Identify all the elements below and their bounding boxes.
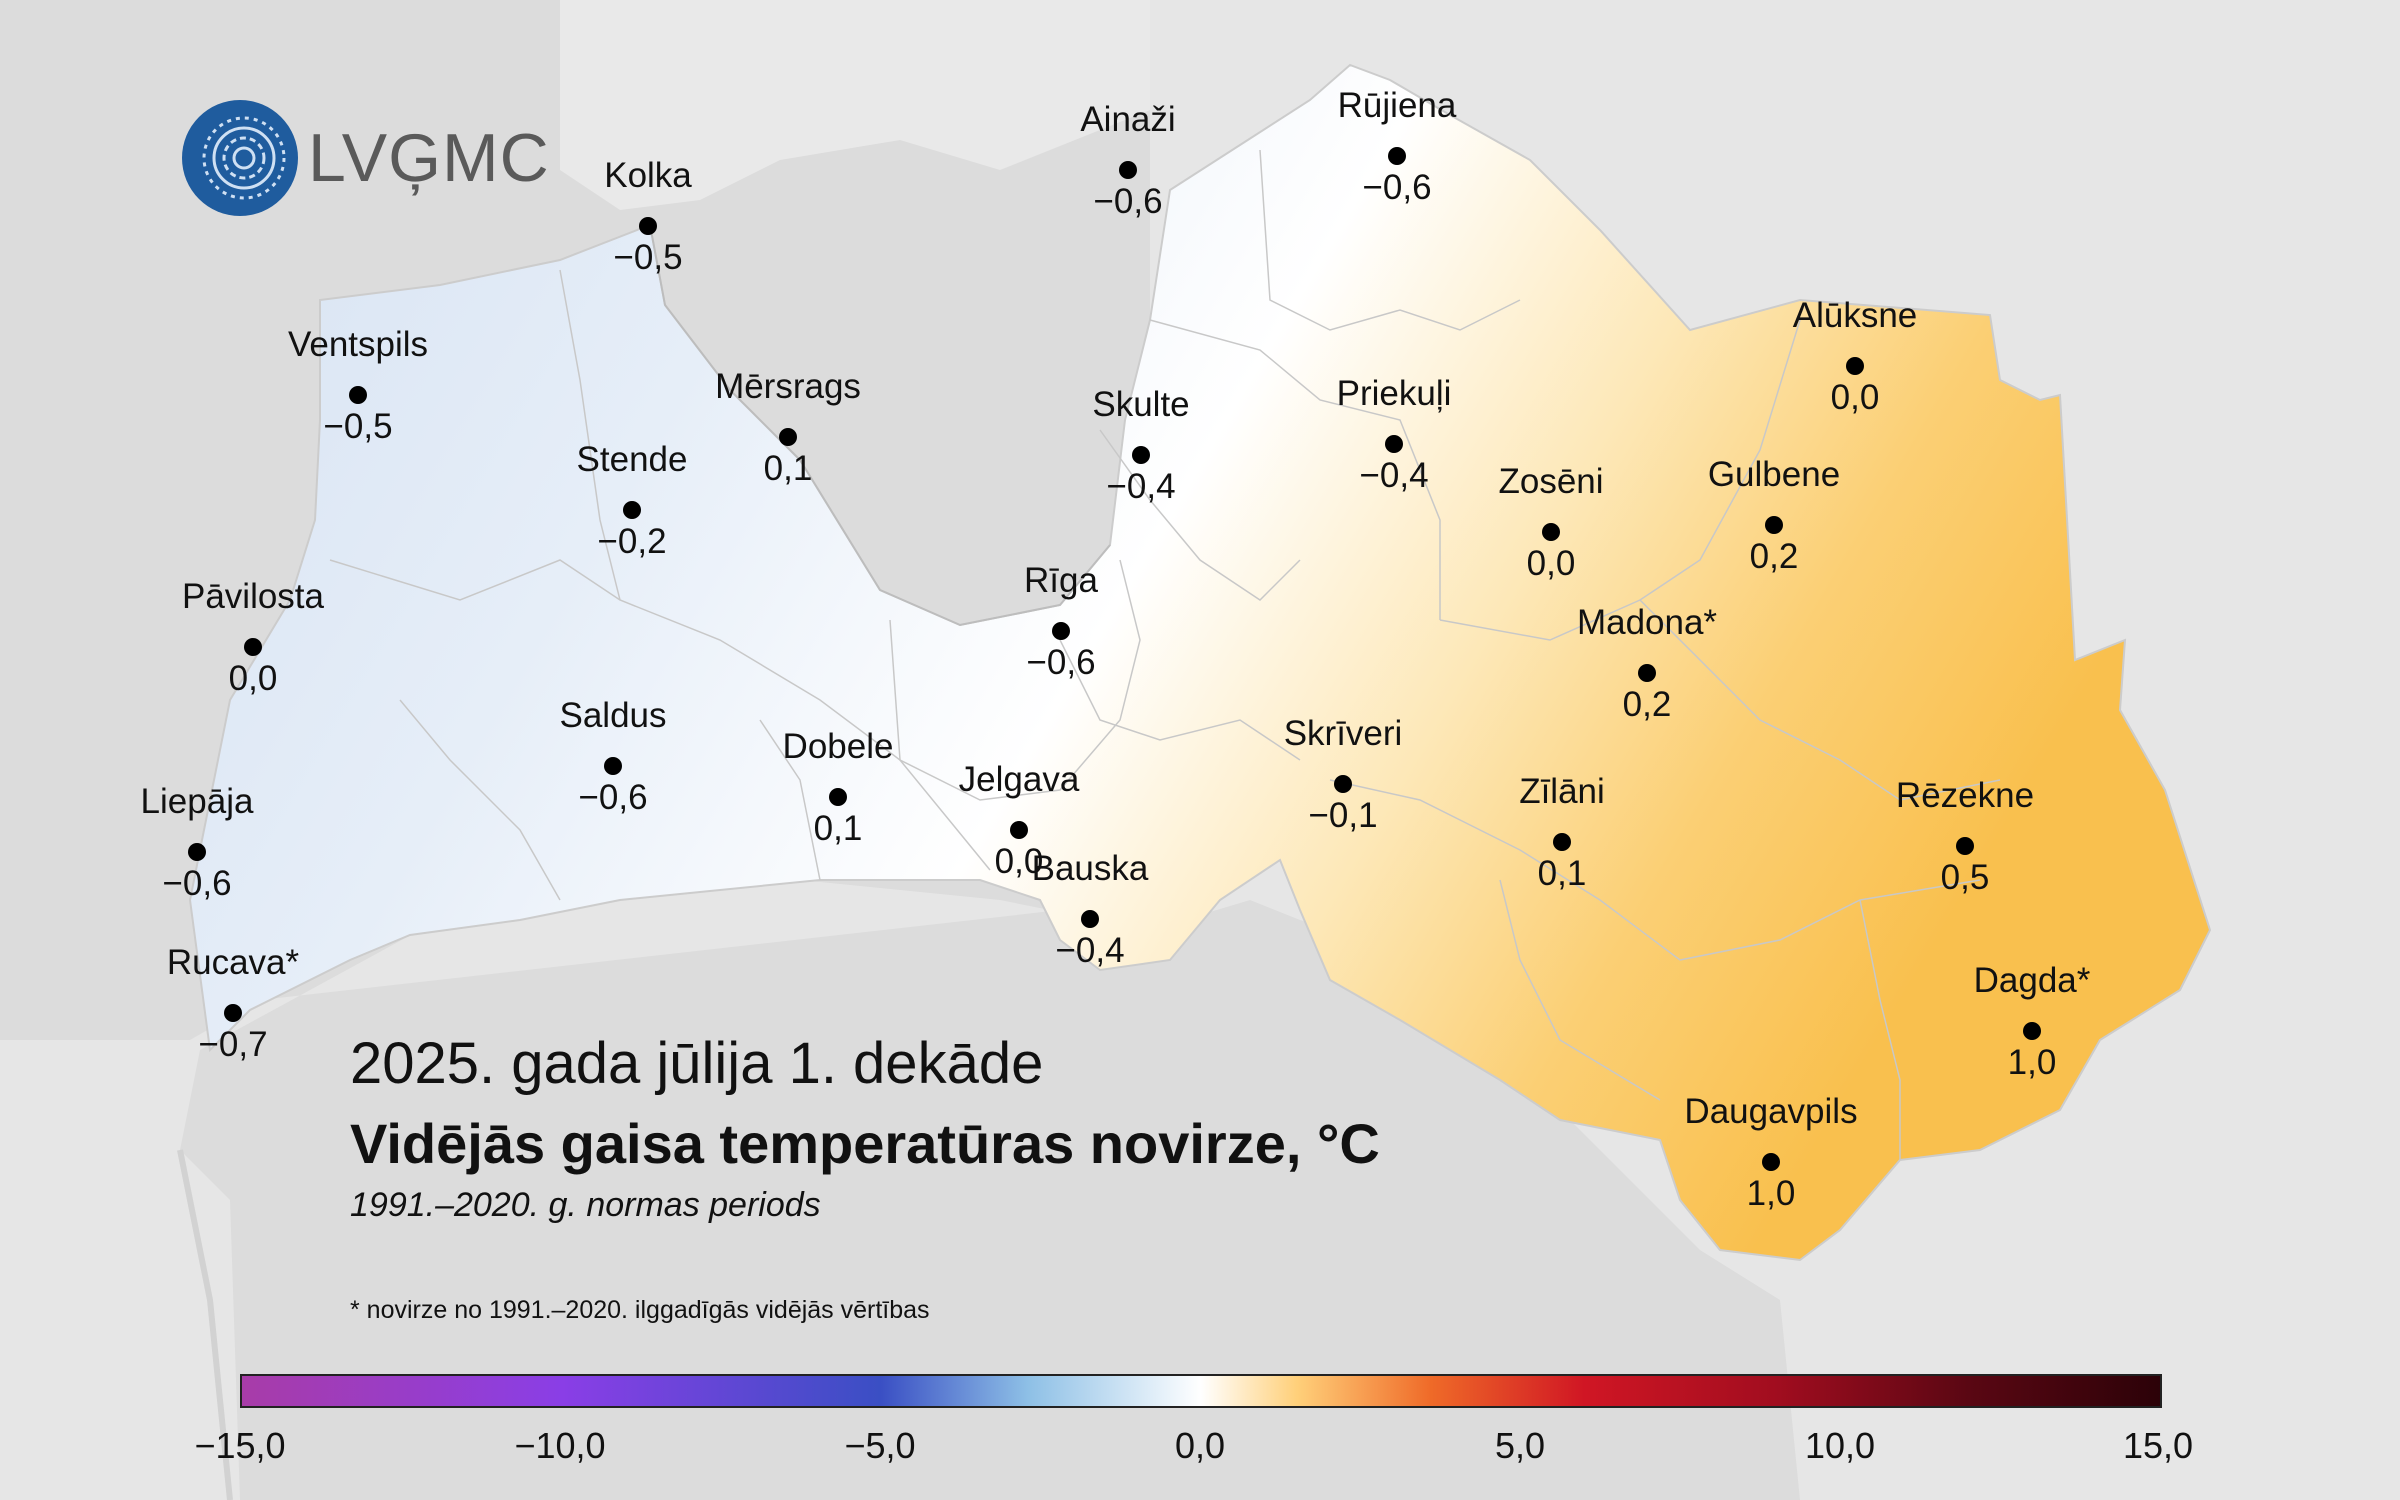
station-value: 0,0 bbox=[228, 659, 278, 698]
station-dot bbox=[1081, 910, 1099, 928]
station-value: 0,2 bbox=[1622, 685, 1672, 724]
station-dot bbox=[1385, 435, 1403, 453]
station-dot bbox=[1765, 516, 1783, 534]
title-norm-period: 1991.–2020. g. normas periods bbox=[350, 1186, 821, 1224]
station-value: 0,0 bbox=[1526, 544, 1576, 583]
station-name: Dagda* bbox=[1973, 961, 2091, 1000]
station-value: 1,0 bbox=[1746, 1174, 1796, 1213]
station-name: Rīga bbox=[1024, 561, 1098, 600]
station-name: Zīlāni bbox=[1519, 772, 1605, 811]
station-value: 0,1 bbox=[813, 809, 863, 848]
station-dot bbox=[1956, 837, 1974, 855]
station-name: Stende bbox=[576, 440, 688, 479]
station-name: Saldus bbox=[559, 696, 667, 735]
station-dot bbox=[244, 638, 262, 656]
station-name: Rēzekne bbox=[1895, 776, 2035, 815]
station-name: Skrīveri bbox=[1283, 714, 1403, 753]
station-value: 0,0 bbox=[994, 842, 1044, 881]
station-name: Gulbene bbox=[1707, 455, 1841, 494]
station-value: −0,6 bbox=[578, 778, 648, 817]
station-name: Kolka bbox=[604, 156, 692, 195]
neighbor-land-north bbox=[560, 0, 1150, 210]
station-name: Mērsrags bbox=[715, 367, 861, 406]
station-dot bbox=[1762, 1153, 1780, 1171]
station-name: Pāvilosta bbox=[181, 577, 325, 616]
station-dot bbox=[779, 428, 797, 446]
station-dot bbox=[1638, 664, 1656, 682]
station-value: −0,6 bbox=[1362, 168, 1432, 207]
station-value: 0,1 bbox=[763, 449, 813, 488]
station-value: 0,5 bbox=[1940, 858, 1990, 897]
station-value: −0,6 bbox=[1026, 643, 1096, 682]
scale-tick: 0,0 bbox=[1174, 1425, 1226, 1466]
station-dot bbox=[1132, 446, 1150, 464]
station-dot bbox=[1846, 357, 1864, 375]
station-value: −0,6 bbox=[1093, 182, 1163, 221]
station-value: −0,4 bbox=[1359, 456, 1429, 495]
station-name: Madona* bbox=[1576, 603, 1718, 642]
station-dot bbox=[1010, 821, 1028, 839]
station-name: Jelgava bbox=[958, 760, 1080, 799]
station-dot bbox=[188, 843, 206, 861]
station-name: Ainaži bbox=[1080, 100, 1176, 139]
station-value: 1,0 bbox=[2007, 1043, 2057, 1082]
title-block: 2025. gada jūlija 1. dekāde Vidējās gais… bbox=[350, 1030, 1380, 1225]
lvgmc-logo: LVĢMC bbox=[182, 100, 550, 216]
region-borders bbox=[329, 149, 2001, 1160]
station-name: Daugavpils bbox=[1684, 1092, 1858, 1131]
station-dot bbox=[1052, 622, 1070, 640]
station-value: −0,6 bbox=[162, 864, 232, 903]
station-name: Skulte bbox=[1092, 385, 1190, 424]
station-dot bbox=[604, 757, 622, 775]
station-dot bbox=[1553, 833, 1571, 851]
color-scale-bar bbox=[240, 1374, 2162, 1408]
footnote: * novirze no 1991.–2020. ilggadīgās vidē… bbox=[350, 1296, 930, 1324]
scale-tick: 10,0 bbox=[1804, 1425, 1876, 1466]
station-name: Liepāja bbox=[140, 782, 254, 821]
station-dot bbox=[1388, 147, 1406, 165]
scale-tick: −5,0 bbox=[844, 1425, 916, 1466]
scale-tick: 15,0 bbox=[2122, 1425, 2194, 1466]
latvia-territory bbox=[188, 63, 2212, 1262]
station-dot bbox=[639, 217, 657, 235]
station-value: −0,4 bbox=[1055, 931, 1125, 970]
station-value: 0,1 bbox=[1537, 854, 1587, 893]
station-value: −0,5 bbox=[613, 238, 683, 277]
station-dot bbox=[1119, 161, 1137, 179]
curonian-spit bbox=[177, 1149, 233, 1500]
logo-text: LVĢMC bbox=[308, 120, 550, 196]
station-name: Rucava* bbox=[166, 943, 300, 982]
station-name: Zosēni bbox=[1498, 462, 1604, 501]
station-dot bbox=[1542, 523, 1560, 541]
gulf-of-riga-edge bbox=[649, 224, 1111, 627]
station-dot bbox=[349, 386, 367, 404]
station-name: Rūjiena bbox=[1337, 86, 1457, 125]
station-name: Bauska bbox=[1031, 849, 1149, 888]
station-value: 0,2 bbox=[1749, 537, 1799, 576]
scale-tick: −15,0 bbox=[194, 1425, 286, 1466]
station-name: Priekuļi bbox=[1336, 374, 1452, 413]
station-value: −0,7 bbox=[198, 1025, 268, 1064]
station-dot bbox=[829, 788, 847, 806]
station-name: Dobele bbox=[782, 727, 894, 766]
station-value: −0,4 bbox=[1106, 467, 1176, 506]
station-dot bbox=[1334, 775, 1352, 793]
scale-tick: −10,0 bbox=[514, 1425, 606, 1466]
station-value: −0,2 bbox=[597, 522, 667, 561]
station-value: 0,0 bbox=[1830, 378, 1880, 417]
lvgmc-logo-icon bbox=[182, 100, 298, 216]
title-period: 2025. gada jūlija 1. dekāde bbox=[350, 1031, 1044, 1096]
station-dot bbox=[224, 1004, 242, 1022]
station-value: −0,1 bbox=[1308, 796, 1378, 835]
station-name: Ventspils bbox=[287, 325, 429, 364]
station-dot bbox=[2023, 1022, 2041, 1040]
scale-tick: 5,0 bbox=[1494, 1425, 1546, 1466]
station-name: Alūksne bbox=[1792, 296, 1918, 335]
title-main: Vidējās gaisa temperatūras novirze, °C bbox=[350, 1112, 1380, 1175]
station-dot bbox=[623, 501, 641, 519]
station-value: −0,5 bbox=[323, 407, 393, 446]
